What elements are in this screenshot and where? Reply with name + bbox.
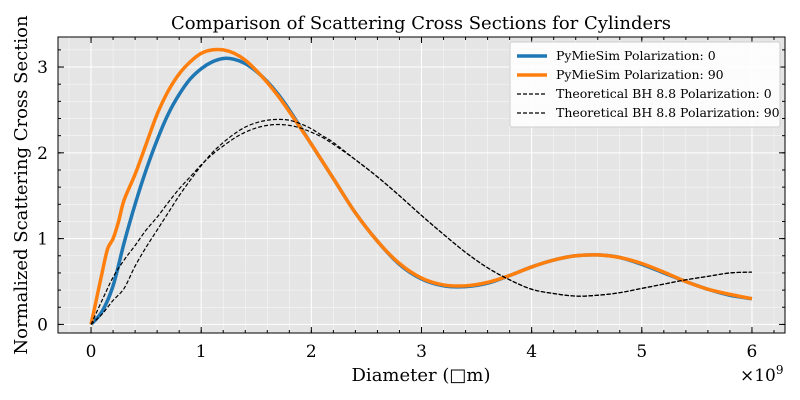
x-axis-multiplier-base: ×10 xyxy=(740,366,776,386)
x-axis-multiplier: ×109 xyxy=(740,363,784,386)
legend-items: PyMieSim Polarization: 0 PyMieSim Polariz… xyxy=(517,48,780,120)
series-line-3 xyxy=(90,123,752,325)
x-tick-label: 3 xyxy=(416,342,427,362)
y-tick-label: 1 xyxy=(37,230,48,250)
y-tick-label: 0 xyxy=(37,315,48,335)
legend-label-1: PyMieSim Polarization: 0 xyxy=(556,48,716,63)
y-axis-label: Normalized Scattering Cross Section xyxy=(11,15,32,355)
x-tick-label: 1 xyxy=(196,342,207,362)
legend-label-3: Theoretical BH 8.8 Polarization: 0 xyxy=(556,86,772,101)
chart-title: Comparison of Scattering Cross Sections … xyxy=(171,13,671,34)
axis-ticks: 0 1 2 3 4 5 6 0 1 2 3 xyxy=(37,37,785,362)
y-tick-label: 3 xyxy=(37,58,48,78)
legend-box xyxy=(509,41,781,128)
series-layer xyxy=(89,47,753,326)
series-line-4 xyxy=(90,118,752,325)
legend-label-4: Theoretical BH 8.8 Polarization: 90 xyxy=(556,105,780,120)
x-tick-label: 4 xyxy=(526,342,537,362)
x-axis-multiplier-exponent: 9 xyxy=(776,363,784,377)
x-tick-label: 6 xyxy=(747,342,758,362)
x-tick-label: 0 xyxy=(86,342,97,362)
y-tick-label: 2 xyxy=(37,144,48,164)
legend-label-2: PyMieSim Polarization: 90 xyxy=(556,67,724,82)
x-tick-label: 2 xyxy=(306,342,317,362)
x-tick-label: 5 xyxy=(636,342,647,362)
series-line-2 xyxy=(89,47,753,325)
x-axis-label: Diameter (□m) xyxy=(352,365,491,386)
legend: PyMieSim Polarization: 0 PyMieSim Polariz… xyxy=(509,41,781,128)
